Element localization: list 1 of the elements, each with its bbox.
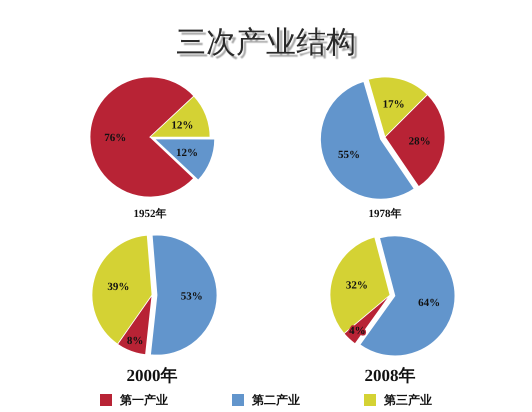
title: 三次产业结构 (176, 26, 356, 59)
